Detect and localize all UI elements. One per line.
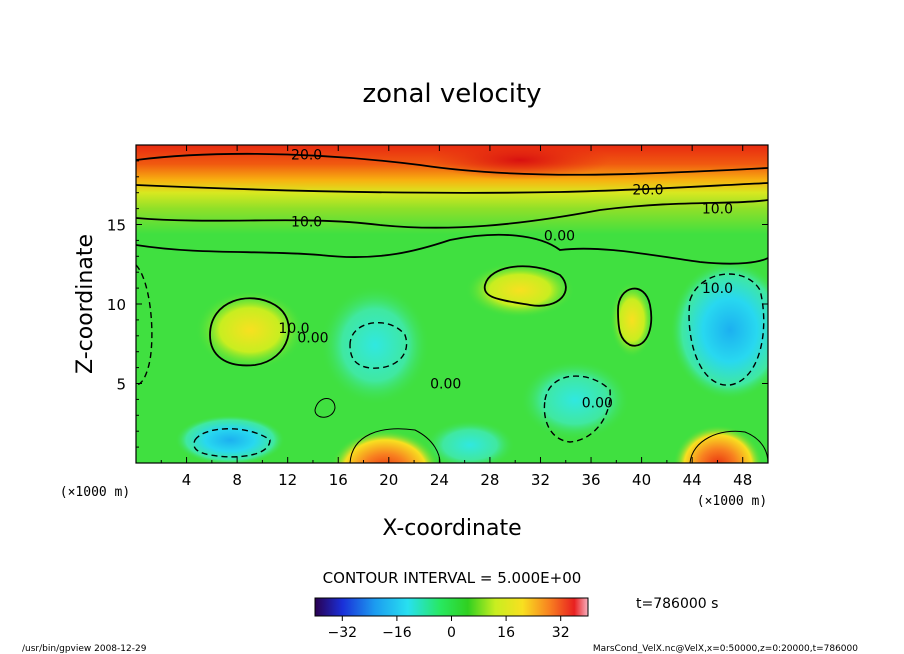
x-axis-unit-label: (×1000 m) [697,494,767,509]
velocity-negative-cell [520,360,630,440]
contour-label: 0.00 [582,396,613,412]
contour-label: 0.00 [297,330,328,346]
x-axis-title: X-coordinate [382,516,521,541]
contour-interval-label: CONTOUR INTERVAL = 5.000E+00 [323,569,582,587]
velocity-positive-cell [330,430,440,463]
velocity-positive-cell [195,290,305,370]
velocity-negative-cell [320,285,430,405]
x-tick-label: 16 [329,471,348,489]
x-tick-label: 36 [581,471,600,489]
y-tick-label: 5 [116,376,126,394]
y-axis-unit-label: (×1000 m) [60,485,130,500]
time-label: t=786000 s [636,596,718,612]
chart-title: zonal velocity [362,79,541,109]
x-tick-label: 32 [531,471,550,489]
x-tick-label: 44 [683,471,702,489]
footer-left: /usr/bin/gpview 2008-12-29 [22,644,147,654]
y-tick-label: 15 [107,217,126,235]
x-tick-label: 28 [480,471,499,489]
positive-contour-lines [314,398,768,463]
colorbar-tick-label: 16 [497,625,515,641]
contour-label: 10.0 [702,281,733,297]
y-axis-ticks: 5 10 15 [107,160,768,448]
contour-label: 0.00 [544,229,575,245]
velocity-positive-cell [610,282,654,358]
footer-right: MarsCond_VelX.nc@VelX,x=0:50000,z=0:2000… [593,644,858,654]
velocity-positive-cell [465,262,575,318]
x-tick-label: 48 [733,471,752,489]
contour-label: 20.0 [291,148,322,164]
x-axis-ticks: 4 8 12 16 20 24 28 32 36 40 44 48 [160,145,752,489]
velocity-negative-cell [425,420,515,463]
colorbar [314,597,589,617]
negative-contour-lines [136,264,765,458]
colorbar-tick-label: 32 [552,625,570,641]
x-tick-label: 24 [430,471,449,489]
y-axis-title: Z-coordinate [73,234,98,374]
x-tick-label: 4 [182,471,192,489]
contour-label: 10.0 [278,321,309,337]
velocity-negative-cell [175,415,285,463]
x-tick-label: 20 [379,471,398,489]
x-tick-label: 40 [632,471,651,489]
colorbar-tick-label: 0 [447,625,456,641]
colorbar-tick-label: −16 [382,625,412,641]
x-tick-label: 12 [278,471,297,489]
colorbar-ticks: −32 −16 0 16 32 [328,616,570,641]
y-tick-label: 10 [107,296,126,314]
contour-label: 0.00 [430,377,461,393]
contour-label: 10.0 [702,202,733,218]
x-tick-label: 8 [232,471,242,489]
velocity-negative-cell [670,260,768,400]
contour-label: 10.0 [291,214,322,230]
contour-lines [136,152,768,367]
colorbar-tick-label: −32 [328,625,358,641]
velocity-positive-cell [673,425,763,463]
contour-label: 20.0 [632,183,663,199]
